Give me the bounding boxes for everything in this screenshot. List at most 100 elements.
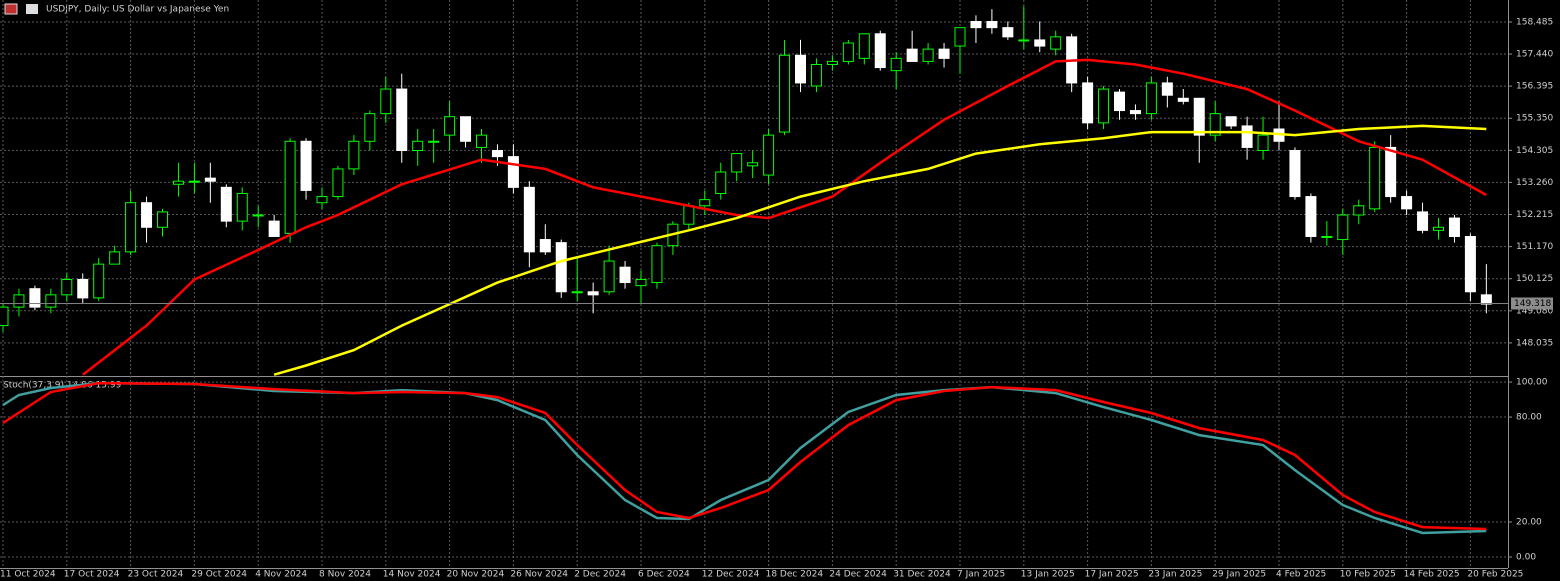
x-tick-label: 11 Oct 2024 <box>0 570 56 580</box>
candle-body <box>779 54 791 133</box>
candle-body <box>1305 196 1317 237</box>
candle-body <box>172 180 184 185</box>
candle <box>651 242 663 289</box>
candle-body <box>683 205 695 225</box>
candle-body <box>1161 82 1173 96</box>
candle <box>1257 116 1269 160</box>
candle <box>1464 233 1476 301</box>
candle <box>906 30 918 62</box>
candle-body <box>268 220 280 237</box>
candle <box>874 30 886 71</box>
candle <box>316 187 328 209</box>
x-tick-label: 10 Feb 2025 <box>1340 570 1396 580</box>
candle-body <box>906 48 918 62</box>
candle-body <box>587 291 599 296</box>
x-tick-label: 31 Dec 2024 <box>893 570 951 580</box>
candle <box>715 162 727 200</box>
chart-title: USDJPY, Daily: US Dollar vs Japanese Yen <box>46 5 229 15</box>
candle-body <box>13 294 25 308</box>
candle-body <box>1385 146 1397 198</box>
candle-body <box>523 186 535 253</box>
candle-body <box>284 140 296 234</box>
y-tick-label: 158.485 <box>1516 17 1553 27</box>
candle <box>1177 89 1189 105</box>
x-tick-label: 6 Dec 2024 <box>638 570 690 580</box>
candle-body <box>954 27 966 47</box>
candle <box>1161 76 1173 108</box>
candle <box>587 282 599 314</box>
candle <box>252 205 264 228</box>
candle-body <box>1098 88 1110 124</box>
candle-body <box>826 60 838 65</box>
y-tick-label: 149.080 <box>1516 306 1553 316</box>
candle <box>731 153 743 182</box>
candle <box>332 165 344 200</box>
x-tick-label: 13 Jan 2025 <box>1021 570 1075 580</box>
candle <box>220 184 232 228</box>
candle-body <box>1401 196 1413 210</box>
candle <box>1225 116 1237 129</box>
candle <box>1050 30 1062 56</box>
candle <box>922 42 934 65</box>
candle-body <box>348 140 360 170</box>
candle <box>364 110 376 151</box>
candle-body <box>1129 110 1141 115</box>
candle-body <box>922 48 934 62</box>
y-tick-label: 157.440 <box>1516 50 1553 60</box>
candle <box>1002 21 1014 40</box>
y-tick-label: 0.00 <box>1516 552 1536 562</box>
candle-body <box>1177 97 1189 102</box>
candle-body <box>810 63 822 87</box>
x-tick-label: 4 Feb 2025 <box>1276 570 1326 580</box>
candle <box>858 33 870 65</box>
candle-body <box>1241 125 1253 148</box>
candle <box>1145 76 1157 120</box>
x-tick-label: 23 Oct 2024 <box>128 570 184 580</box>
candle <box>1448 214 1460 243</box>
x-tick-label: 4 Nov 2024 <box>255 570 307 580</box>
candle-body <box>1050 36 1062 50</box>
candle <box>1369 141 1381 212</box>
x-tick-label: 18 Dec 2024 <box>766 570 824 580</box>
candle <box>1289 147 1301 200</box>
candle <box>476 128 487 163</box>
candle-body <box>1034 39 1046 47</box>
candle <box>970 15 982 43</box>
candle <box>172 162 184 197</box>
candle-body <box>731 153 743 173</box>
candle <box>188 162 200 194</box>
current-price-box <box>1511 297 1553 310</box>
candle <box>396 73 408 163</box>
candle <box>268 214 280 237</box>
candle <box>555 239 567 298</box>
candle-body <box>0 306 9 327</box>
candle <box>380 76 392 123</box>
candle-body <box>1225 116 1237 127</box>
candle <box>1193 97 1205 163</box>
candle <box>109 245 121 265</box>
candle-body <box>29 288 41 308</box>
candle <box>523 181 535 268</box>
candle <box>1480 264 1492 314</box>
candle-body <box>651 245 663 284</box>
candle-body <box>61 278 73 296</box>
candle <box>284 138 296 243</box>
candle-body <box>188 180 200 183</box>
icon <box>26 4 38 14</box>
candle <box>13 288 25 317</box>
y-tick-label: 151.170 <box>1516 242 1553 252</box>
candle-body <box>300 140 312 191</box>
candle-body <box>986 20 998 29</box>
candle-body <box>109 251 121 265</box>
candle <box>1114 89 1125 120</box>
candle-body <box>396 88 408 151</box>
candle <box>986 9 998 34</box>
candle <box>699 190 711 215</box>
y-tick-label: 156.395 <box>1516 82 1553 92</box>
candle <box>1098 85 1110 129</box>
candle <box>810 58 822 93</box>
candle <box>1034 21 1046 53</box>
candle <box>571 257 583 301</box>
candle-body <box>1417 211 1429 231</box>
candle <box>1337 208 1349 255</box>
